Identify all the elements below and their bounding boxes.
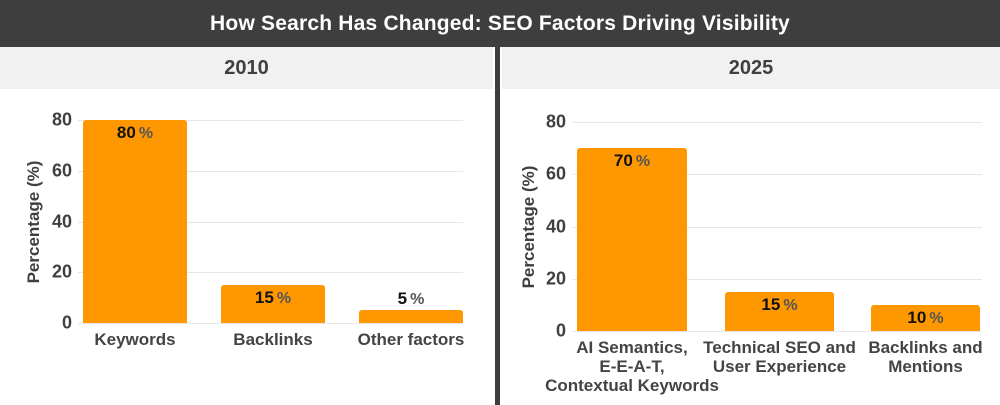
bar-ai [577,148,687,331]
gridline-y0 [573,331,982,332]
category-label: Technical SEO and User Experience [703,338,856,376]
gridline-y40 [78,221,463,223]
value-number: 15 [761,294,781,314]
gridline-y80 [78,120,463,121]
bar-technical [725,291,834,331]
y-tick-label-20: 20 [545,268,566,289]
y-tick-label-60: 60 [51,160,72,181]
panel-year-right: 2025 [728,56,774,79]
gridline-y80 [573,122,982,123]
y-tick-label-20: 20 [51,261,72,282]
value-number: 15 [254,287,274,307]
value-number: 70 [613,151,633,171]
y-tick-label-60: 60 [545,163,566,184]
value-label: 80% [83,123,187,143]
value-label: 15% [725,295,834,315]
gridline-y20 [78,272,463,274]
bar-backlinks [221,284,325,323]
y-tick-label-0: 0 [555,320,566,341]
category-label: AI Semantics, E-E-A-T, Contextual Keywor… [545,338,719,395]
category-label: Keywords [94,330,176,349]
y-tick-label-80: 80 [51,109,72,130]
category-label: Backlinks and Mentions [868,338,983,376]
value-unit: % [783,296,798,314]
y-axis-label: Percentage (%) [24,160,43,284]
value-number: 10 [907,307,927,327]
value-unit: % [929,309,944,327]
y-tick-label-0: 0 [61,312,72,333]
gridline-y60 [78,170,463,172]
gridline-y60 [573,174,982,176]
page-title: How Search Has Changed: SEO Factors Driv… [210,11,790,35]
bar-keywords [83,120,187,323]
value-unit: % [138,125,154,142]
bar-backlinks [871,304,980,331]
value-unit: % [276,289,292,307]
category-label: Other factors [357,330,465,349]
y-tick-label-80: 80 [545,111,566,132]
value-label: 15% [221,288,325,308]
category-label: Backlinks [233,330,313,349]
value-label: 70% [577,151,687,171]
panel-divider [495,47,500,405]
gridline-y20 [573,278,982,280]
value-unit: % [410,291,425,309]
panel-header-2010: 2010 [0,47,493,89]
y-axis-label: Percentage (%) [519,165,538,289]
value-label: 5% [359,289,463,309]
value-number: 80 [116,123,136,142]
value-number: 5 [397,289,408,309]
y-tick-label-40: 40 [545,216,566,236]
value-unit: % [635,153,651,171]
gridline-y0 [78,323,463,324]
bar-other [359,310,463,323]
gridline-y40 [573,226,982,228]
panel-header-2025: 2025 [502,47,1000,89]
y-tick-label-40: 40 [51,211,72,231]
panel-year-left: 2010 [224,56,269,79]
value-label: 10% [871,308,980,328]
title-bar: How Search Has Changed: SEO Factors Driv… [0,0,1000,47]
